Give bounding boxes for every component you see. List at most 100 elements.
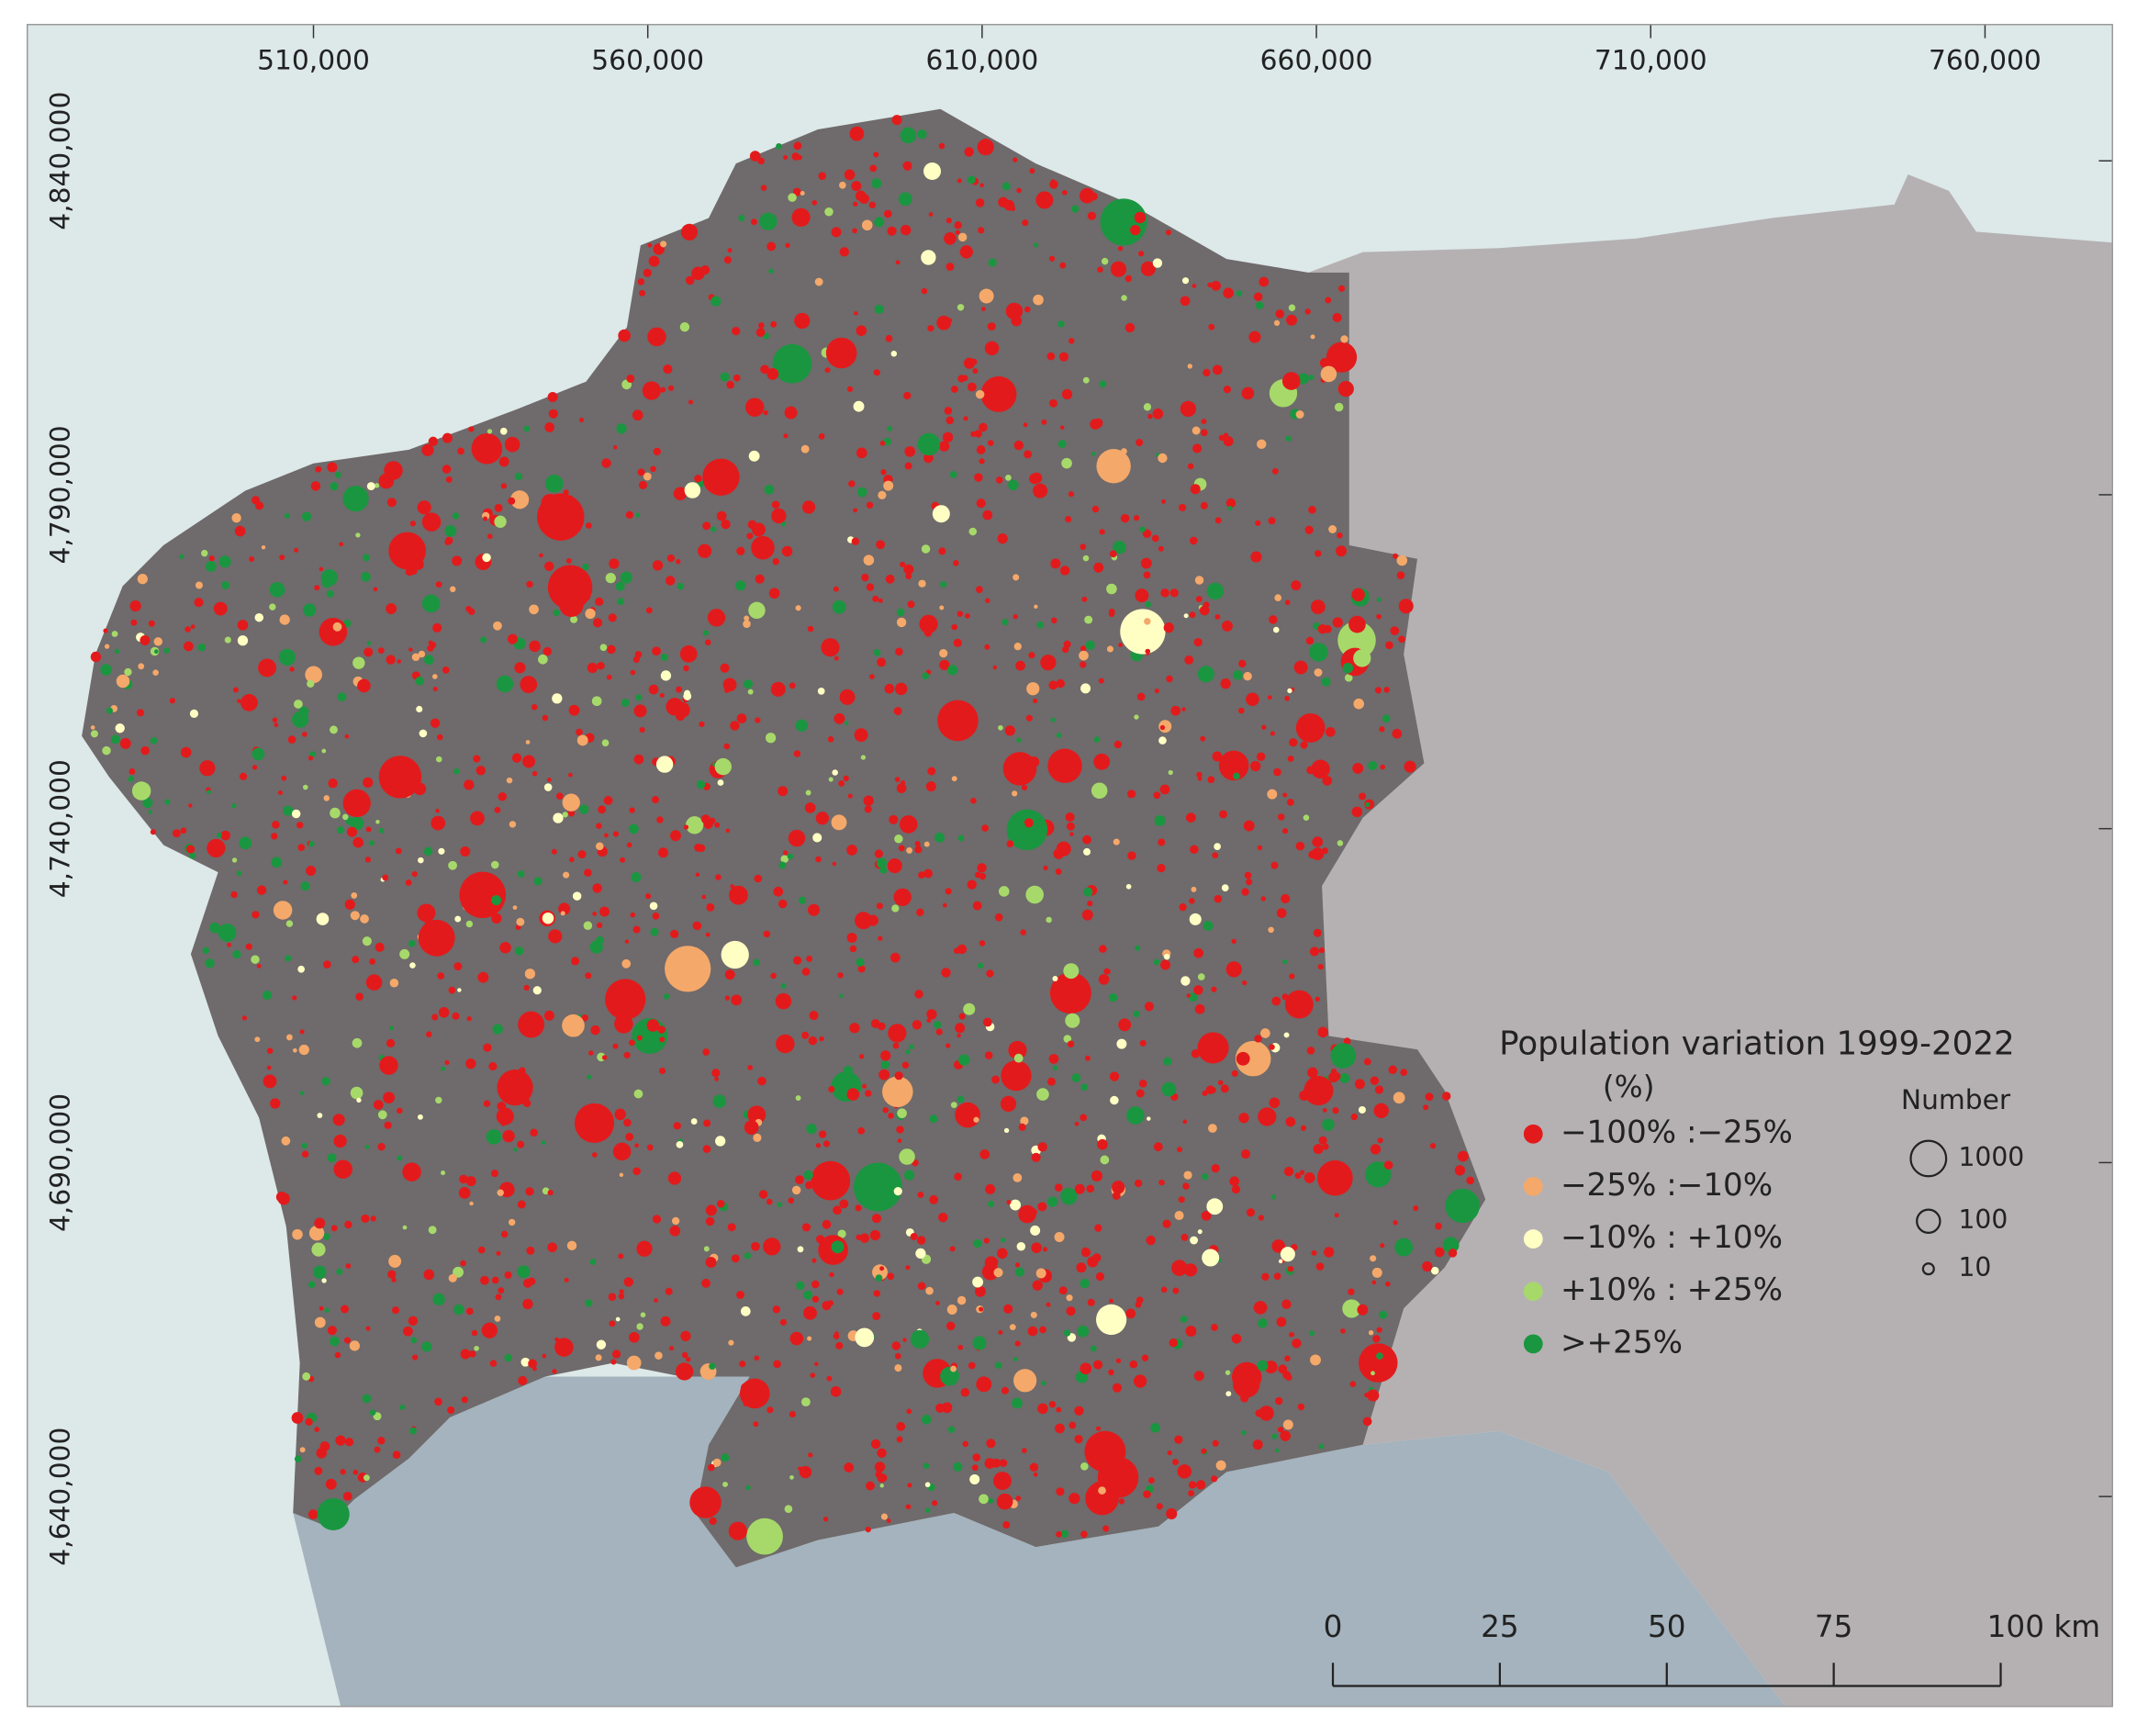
settlement: [673, 487, 688, 501]
settlement: [818, 172, 827, 180]
settlement: [588, 1050, 594, 1056]
settlement: [220, 830, 230, 841]
settlement: [292, 1228, 303, 1240]
settlement: [885, 334, 893, 342]
settlement: [1129, 1360, 1138, 1369]
settlement: [272, 717, 278, 723]
settlement: [976, 445, 986, 454]
settlement: [721, 940, 749, 969]
settlement: [435, 1096, 442, 1104]
settlement: [562, 793, 580, 812]
settlement: [509, 821, 517, 828]
settlement: [974, 430, 982, 438]
settlement: [743, 679, 754, 689]
settlement: [1201, 1210, 1212, 1221]
settlement: [601, 458, 611, 468]
settlement: [446, 937, 453, 944]
settlement: [820, 1186, 827, 1193]
settlement: [621, 958, 632, 969]
settlement: [709, 1362, 716, 1370]
settlement: [891, 1341, 901, 1350]
settlement: [893, 1186, 902, 1196]
settlements: [90, 115, 1480, 1555]
settlement: [278, 648, 296, 666]
settlement: [1413, 1205, 1419, 1211]
settlement: [1150, 1422, 1160, 1433]
settlement: [1071, 205, 1080, 213]
settlement: [775, 510, 781, 516]
settlement: [680, 223, 699, 241]
settlement: [667, 1171, 682, 1185]
settlement: [1046, 1077, 1056, 1086]
settlement: [1074, 1406, 1084, 1416]
settlement: [137, 574, 148, 585]
settlement: [552, 1369, 557, 1374]
settlement: [707, 609, 726, 627]
settlement: [1100, 1155, 1110, 1165]
settlement: [1223, 287, 1234, 298]
settlement: [855, 912, 873, 930]
settlement: [1267, 695, 1272, 700]
settlement: [905, 1049, 911, 1055]
settlement: [334, 471, 341, 478]
settlement: [1223, 386, 1232, 394]
settlement: [1185, 1326, 1197, 1337]
settlement: [1001, 1238, 1006, 1243]
settlement: [1181, 707, 1186, 711]
settlement: [347, 826, 358, 837]
settlement: [778, 899, 788, 909]
settlement: [811, 1258, 817, 1263]
settlement: [518, 1011, 545, 1038]
settlement: [702, 630, 710, 636]
settlement: [988, 258, 997, 267]
settlement: [417, 1114, 423, 1120]
settlement: [784, 406, 798, 420]
settlement: [801, 1223, 811, 1232]
settlement: [142, 797, 153, 809]
settlement: [311, 1242, 326, 1257]
settlement: [1292, 1338, 1302, 1349]
settlement: [1217, 1080, 1224, 1086]
settlement: [397, 538, 407, 547]
settlement: [344, 1220, 352, 1229]
settlement: [1271, 467, 1279, 475]
settlement: [1203, 368, 1211, 377]
settlement: [188, 803, 193, 808]
settlement: [657, 1025, 666, 1034]
settlement: [423, 846, 433, 857]
settlement: [411, 653, 420, 662]
settlement: [595, 842, 604, 851]
settlement: [453, 767, 460, 775]
x-tick-label: 710,000: [1594, 44, 1707, 76]
settlement: [1159, 784, 1170, 795]
settlement: [619, 1289, 624, 1294]
settlement: [942, 902, 947, 908]
settlement: [245, 943, 252, 950]
settlement: [1141, 1354, 1149, 1361]
settlement: [1289, 1331, 1294, 1338]
settlement: [784, 1505, 793, 1513]
settlement: [1457, 1150, 1469, 1162]
settlement: [921, 250, 936, 265]
settlement: [302, 1372, 311, 1381]
settlement: [625, 1132, 634, 1141]
settlement: [650, 465, 656, 473]
settlement: [1212, 364, 1223, 375]
settlement: [1093, 753, 1111, 770]
settlement: [857, 1126, 866, 1135]
settlement: [538, 654, 548, 665]
settlement: [1098, 678, 1104, 684]
settlement: [839, 1199, 849, 1209]
settlement: [1171, 1260, 1188, 1276]
settlement: [504, 1271, 512, 1279]
settlement: [1334, 1213, 1339, 1218]
settlement: [1241, 888, 1249, 896]
settlement: [788, 193, 797, 202]
settlement: [366, 641, 372, 645]
settlement: [810, 1372, 816, 1378]
settlement: [986, 969, 994, 978]
settlement: [360, 914, 369, 924]
settlement: [800, 444, 810, 454]
settlement: [285, 1034, 293, 1041]
settlement: [270, 1098, 281, 1109]
